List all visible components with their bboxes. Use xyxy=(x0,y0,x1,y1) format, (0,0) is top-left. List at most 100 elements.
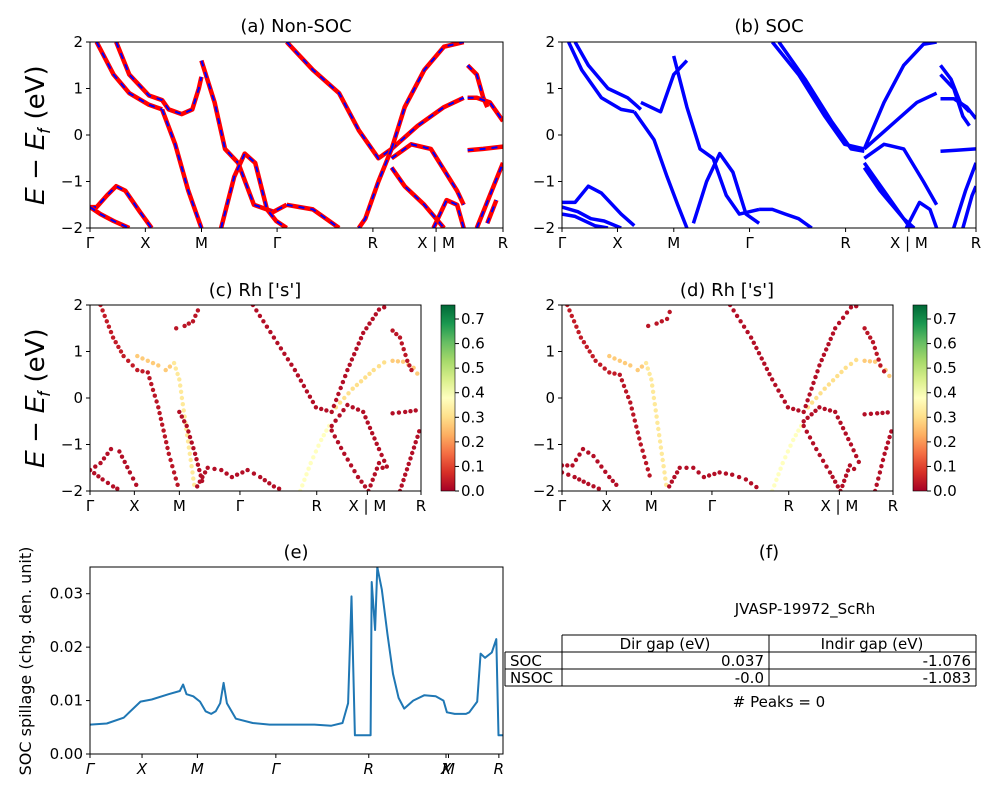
band-line xyxy=(862,42,937,150)
panel-d-frame xyxy=(561,304,894,492)
projected-point xyxy=(846,436,851,442)
panel-d-yticks: −2 −1 0 1 2 xyxy=(533,296,562,500)
projected-point xyxy=(245,467,250,473)
projected-point xyxy=(140,369,145,374)
projected-point xyxy=(345,402,350,408)
projected-point xyxy=(285,357,291,362)
panel-c-yticks: −2 −1 0 1 2 xyxy=(61,296,90,500)
projected-point xyxy=(367,321,372,326)
projected-point xyxy=(874,351,879,356)
projected-point xyxy=(355,407,361,412)
projected-point xyxy=(332,434,337,439)
projected-point xyxy=(844,310,850,315)
projected-point xyxy=(150,360,156,366)
projected-point xyxy=(276,486,282,491)
xtick-label: X xyxy=(136,760,148,778)
projected-point xyxy=(372,436,377,441)
projected-point xyxy=(650,383,655,388)
projected-point xyxy=(382,458,387,463)
projected-point xyxy=(390,358,395,363)
xtick-label: M xyxy=(645,497,658,515)
colorbar-tick-label: 0.5 xyxy=(933,359,957,377)
projected-point xyxy=(803,403,808,409)
projected-point xyxy=(347,362,352,367)
projected-point xyxy=(877,470,883,475)
colorbar-tick-label: 0.7 xyxy=(461,310,485,328)
band-line-soc-overlay xyxy=(466,64,489,108)
projected-point xyxy=(599,464,604,469)
projected-point xyxy=(302,477,307,482)
table-title: JVASP-19972_ScRh xyxy=(734,600,876,619)
projected-point xyxy=(674,470,680,475)
panel-d-title: (d) Rh ['s'] xyxy=(680,280,774,301)
projected-point xyxy=(658,445,664,450)
projected-point xyxy=(647,371,652,377)
ytick-label: 2 xyxy=(545,33,555,51)
band-line xyxy=(691,151,761,225)
projected-point xyxy=(399,341,404,346)
ytick-label: 1 xyxy=(73,80,83,98)
projected-point xyxy=(105,480,111,486)
projected-point xyxy=(403,409,408,415)
projected-point xyxy=(880,457,886,463)
band-line xyxy=(90,183,154,228)
ytick-label: −2 xyxy=(533,219,555,237)
projected-point xyxy=(321,433,326,438)
projected-point xyxy=(417,429,421,434)
projected-point xyxy=(324,408,329,413)
projected-point xyxy=(667,309,672,315)
projected-point xyxy=(93,464,98,469)
ytick-label: −1 xyxy=(533,436,555,454)
projected-point xyxy=(161,428,166,433)
band-line xyxy=(770,42,865,151)
colorbar-tick-label: 0.2 xyxy=(933,433,957,451)
projected-point xyxy=(319,406,324,412)
xtick-label: Γ xyxy=(272,760,282,778)
projected-point xyxy=(663,476,668,481)
band-line xyxy=(777,42,865,154)
projected-point xyxy=(833,326,838,331)
xtick-label: X xyxy=(140,234,150,252)
xtick-label: X | M xyxy=(348,497,386,515)
projected-point xyxy=(224,471,229,476)
projected-point xyxy=(727,305,733,308)
projected-point xyxy=(754,484,759,490)
panel-a-title: (a) Non-SOC xyxy=(240,16,351,37)
ytick-label: 0 xyxy=(545,389,555,407)
projected-point xyxy=(100,308,105,313)
projected-point xyxy=(773,382,778,388)
projected-point xyxy=(145,370,150,375)
projected-point xyxy=(400,359,406,364)
projected-point xyxy=(717,470,722,475)
projected-point xyxy=(840,315,846,320)
xtick-label: Γ xyxy=(558,497,567,515)
projected-point xyxy=(819,357,824,363)
projected-point xyxy=(140,356,145,361)
panel-c-colorbar xyxy=(440,304,456,492)
panel-a: (a) Non-SOC −2 −1 0 1 2 Γ X M Γ R X | M R 𝐸 − 𝐸𝑓 (… xyxy=(21,16,508,252)
projected-point xyxy=(817,452,822,458)
panel-e-plot xyxy=(90,567,503,737)
projected-point xyxy=(843,365,848,370)
projected-point xyxy=(119,454,125,459)
panel-a-yticks: −2 −1 0 1 2 xyxy=(61,33,90,237)
projected-point xyxy=(607,370,612,375)
projected-point xyxy=(191,446,196,451)
xtick-label: R xyxy=(368,234,378,252)
projected-point xyxy=(130,476,136,481)
colorbar-tick-label: 0.6 xyxy=(461,335,485,353)
projected-point xyxy=(308,460,313,466)
projected-point xyxy=(640,448,645,453)
projected-point xyxy=(152,393,157,398)
projected-point xyxy=(741,324,747,329)
projected-point xyxy=(654,321,659,326)
projected-point xyxy=(175,482,180,487)
projected-point xyxy=(310,399,316,405)
projected-point xyxy=(359,479,364,484)
projected-point xyxy=(408,456,413,461)
panel-b-title: (b) SOC xyxy=(734,16,803,37)
projected-point xyxy=(811,380,816,386)
band-line-soc-overlay xyxy=(286,203,340,228)
ytick-label: −1 xyxy=(61,173,83,191)
projected-point xyxy=(813,408,818,413)
